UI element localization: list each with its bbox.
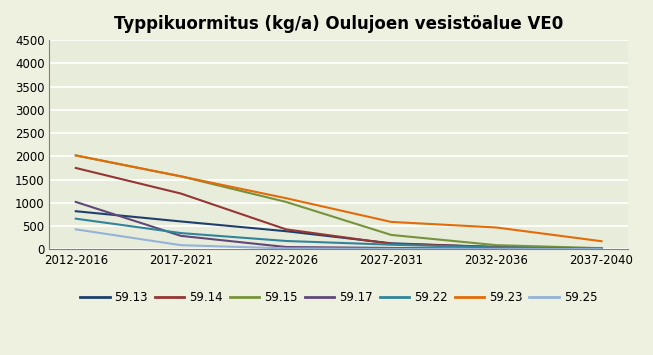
59.22 [177, 231, 185, 235]
Line: 59.17: 59.17 [76, 202, 601, 249]
59.23 [387, 220, 395, 224]
59.22 [387, 242, 395, 247]
59.23 [597, 239, 605, 243]
59.25 [282, 246, 290, 251]
59.25 [177, 243, 185, 247]
59.13 [492, 245, 500, 249]
59.17 [177, 234, 185, 238]
Line: 59.25: 59.25 [76, 229, 601, 249]
59.17 [72, 200, 80, 204]
59.15 [387, 233, 395, 237]
59.15 [597, 246, 605, 250]
59.15 [72, 153, 80, 158]
59.15 [177, 174, 185, 179]
59.17 [282, 245, 290, 249]
59.15 [282, 200, 290, 204]
59.13 [597, 246, 605, 251]
59.23 [72, 153, 80, 158]
59.22 [72, 217, 80, 221]
59.25 [597, 247, 605, 251]
59.17 [387, 246, 395, 250]
59.23 [492, 225, 500, 230]
59.13 [282, 229, 290, 233]
59.14 [492, 245, 500, 249]
59.25 [492, 247, 500, 251]
59.17 [597, 247, 605, 251]
59.22 [597, 246, 605, 251]
59.14 [597, 246, 605, 251]
59.25 [72, 227, 80, 231]
Title: Typpikuormitus (kg/a) Oulujoen vesistöalue VE0: Typpikuormitus (kg/a) Oulujoen vesistöal… [114, 15, 564, 33]
Line: 59.23: 59.23 [76, 155, 601, 241]
59.22 [282, 239, 290, 243]
59.14 [282, 227, 290, 231]
59.14 [387, 242, 395, 246]
59.25 [387, 247, 395, 251]
Line: 59.22: 59.22 [76, 219, 601, 248]
59.23 [177, 174, 185, 179]
Line: 59.13: 59.13 [76, 211, 601, 248]
59.14 [177, 191, 185, 196]
Legend: 59.13, 59.14, 59.15, 59.17, 59.22, 59.23, 59.25: 59.13, 59.14, 59.15, 59.17, 59.22, 59.23… [75, 286, 602, 309]
59.15 [492, 243, 500, 247]
59.13 [177, 219, 185, 224]
59.14 [72, 166, 80, 170]
59.13 [387, 241, 395, 245]
59.17 [492, 246, 500, 251]
59.22 [492, 245, 500, 250]
59.23 [282, 196, 290, 200]
Line: 59.15: 59.15 [76, 155, 601, 248]
Line: 59.14: 59.14 [76, 168, 601, 248]
59.13 [72, 209, 80, 213]
